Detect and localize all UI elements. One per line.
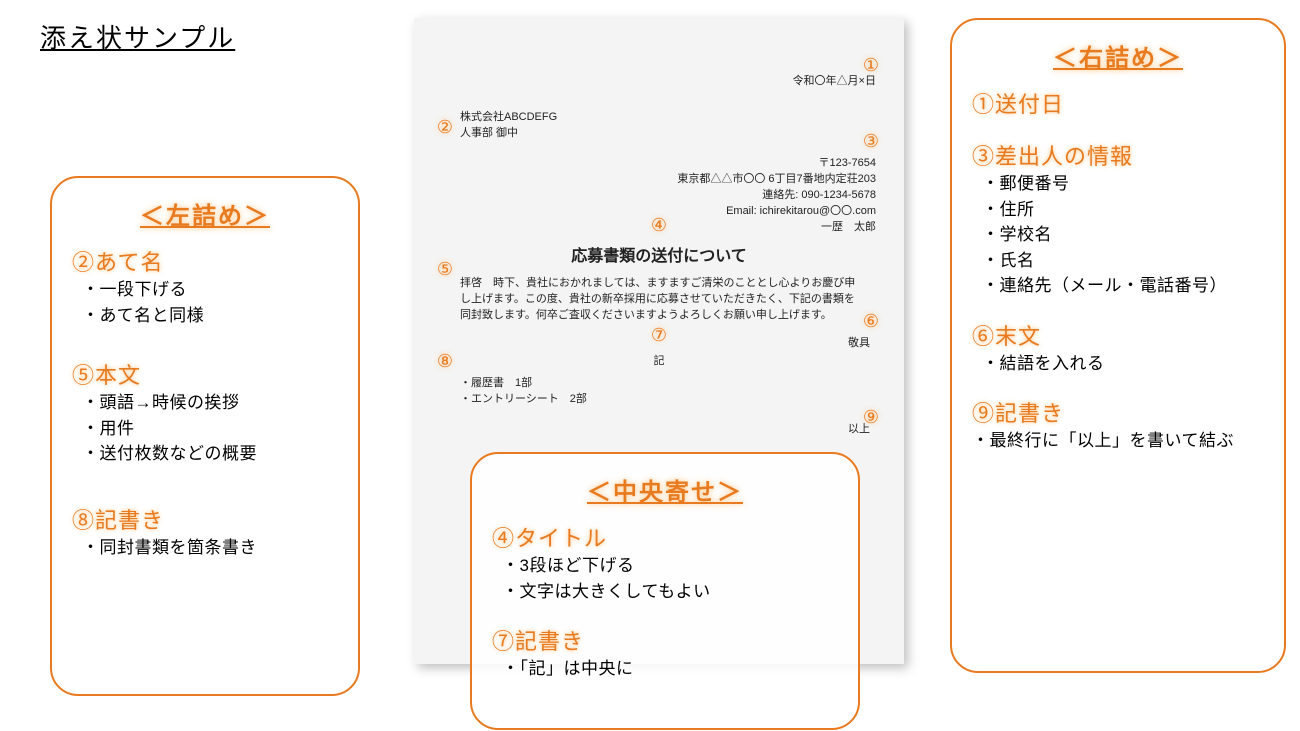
center-section-title: ＜中央寄せ＞: [492, 472, 838, 507]
right-align-callout: ＜右詰め＞ ①送付日 ③差出人の情報 ・郵便番号 ・住所 ・学校名 ・氏名 ・連…: [950, 18, 1286, 673]
marker-4: ④: [648, 214, 670, 236]
marker-1: ①: [860, 54, 882, 76]
marker-5: ⑤: [434, 258, 456, 280]
doc-list-2: ・エントリーシート 2部: [460, 390, 876, 406]
center-item-4-head: ④タイトル: [492, 521, 838, 553]
left-item-5-sub3: ・送付枚数などの概要: [82, 441, 338, 467]
right-item-6-sub1: ・結語を入れる: [982, 351, 1264, 377]
center-item-7-head: ⑦記書き: [492, 624, 838, 656]
doc-title: 応募書類の送付について: [442, 242, 876, 266]
left-item-2-sub1: ・一段下げる: [82, 277, 338, 303]
doc-ijou: 以上: [442, 420, 870, 436]
right-item-9-sub1: ・最終行に「以上」を書いて結ぶ: [972, 428, 1264, 454]
right-item-3-sub1: ・郵便番号: [982, 171, 1264, 197]
left-item-5-sub2: ・用件: [82, 416, 338, 442]
center-item-4-sub2: ・文字は大きくしてもよい: [502, 579, 838, 605]
marker-3: ③: [860, 130, 882, 152]
left-item-8-head: ⑧記書き: [72, 503, 338, 535]
right-item-3-sub4: ・氏名: [982, 248, 1264, 274]
center-item-7-sub1: ・「記」は中央に: [502, 656, 838, 682]
left-item-8-sub1: ・同封書類を箇条書き: [82, 535, 338, 561]
left-item-5-head: ⑤本文: [72, 358, 338, 390]
marker-7: ⑦: [648, 324, 670, 346]
doc-list-1: ・履歴書 1部: [460, 374, 876, 390]
right-item-3-sub3: ・学校名: [982, 222, 1264, 248]
left-item-5-sub1: ・頭語→時候の挨拶: [82, 390, 338, 416]
marker-9: ⑨: [860, 406, 882, 428]
marker-6: ⑥: [860, 310, 882, 332]
right-item-3-sub2: ・住所: [982, 197, 1264, 223]
left-item-2-sub2: ・あて名と同様: [82, 303, 338, 329]
right-item-6-head: ⑥末文: [972, 319, 1264, 351]
right-item-1-head: ①送付日: [972, 87, 1264, 119]
doc-addr: 東京都△△市〇〇 6丁目7番地内定荘203: [442, 170, 876, 186]
doc-body: 拝啓 時下、貴社におかれましては、ますますご清栄のこととし心よりお慶び申し上げま…: [460, 276, 864, 324]
right-section-title: ＜右詰め＞: [972, 38, 1264, 73]
left-item-2-head: ②あて名: [72, 245, 338, 277]
doc-dept: 人事部 御中: [460, 124, 876, 140]
right-item-3-head: ③差出人の情報: [972, 139, 1264, 171]
left-section-title: ＜左詰め＞: [72, 196, 338, 231]
page-title: 添え状サンプル: [40, 18, 235, 55]
left-align-callout: ＜左詰め＞ ②あて名 ・一段下げる ・あて名と同様 ⑤本文 ・頭語→時候の挨拶 …: [50, 176, 360, 696]
right-item-9-head: ⑨記書き: [972, 396, 1264, 428]
doc-tel: 連絡先: 090-1234-5678: [442, 186, 876, 202]
marker-2: ②: [434, 116, 456, 138]
center-item-4-sub1: ・3段ほど下げる: [502, 553, 838, 579]
marker-8: ⑧: [434, 350, 456, 372]
doc-company: 株式会社ABCDEFG: [460, 108, 876, 124]
right-item-3-sub5: ・連絡先（メール・電話番号）: [982, 273, 1264, 299]
doc-date: 令和〇年△月×日: [442, 72, 876, 88]
doc-zip: 〒123-7654: [442, 154, 876, 170]
center-align-callout: ＜中央寄せ＞ ④タイトル ・3段ほど下げる ・文字は大きくしてもよい ⑦記書き …: [470, 452, 860, 730]
doc-ki: 記: [442, 352, 876, 368]
